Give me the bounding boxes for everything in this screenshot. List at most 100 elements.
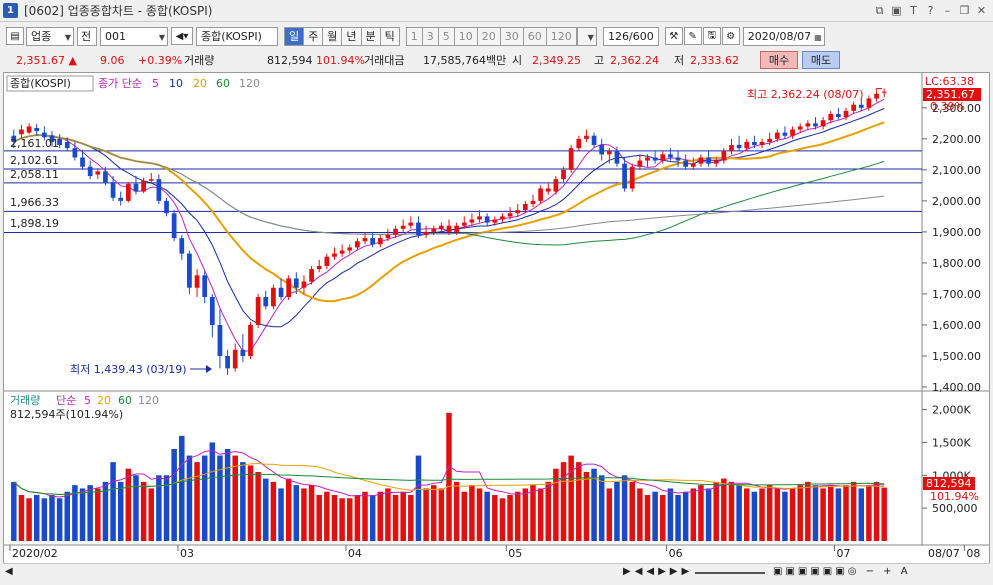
period-tab-0[interactable]: 일 (284, 26, 305, 46)
candle-body (164, 200, 169, 214)
candle-body (538, 188, 543, 201)
period-tab-5[interactable]: 틱 (380, 26, 400, 46)
date-input[interactable]: 2020/08/07 ▦ (742, 26, 825, 46)
play-controls-icon[interactable]: ▶◀◀▶▶▶ (623, 566, 694, 577)
period-tab-4[interactable]: 분 (361, 26, 381, 46)
x-tick-label: 05 (508, 547, 522, 560)
save-icon[interactable]: 🖫 (702, 27, 721, 45)
sell-button[interactable]: 매도 (802, 51, 840, 69)
volume-bar (49, 495, 55, 541)
candle-body (232, 349, 238, 369)
view-controls-icon[interactable]: ▣▣▣▣▣▣◎ − + A (773, 566, 911, 577)
vol-ma-legend-120: 120 (138, 394, 159, 407)
volume-bar (644, 495, 651, 541)
volume-bar (751, 491, 758, 541)
volume-legend: 거래량 (10, 394, 40, 407)
candle-body (729, 145, 734, 152)
volume-bar (247, 465, 254, 541)
tip-icon[interactable]: T (910, 4, 917, 17)
candle-body (385, 235, 391, 239)
chart-tools-icon[interactable]: ⚒ (664, 27, 683, 45)
volume-bar (385, 488, 391, 541)
speaker-icon[interactable]: ◀▾ (171, 27, 193, 45)
calendar-icon[interactable]: ▦ (814, 32, 822, 42)
gear-icon[interactable]: ⚙ (721, 27, 740, 45)
minute-option-3[interactable]: 3 (422, 26, 439, 46)
zoom-slider[interactable] (695, 572, 765, 574)
minute-option-30[interactable]: 30 (500, 26, 524, 46)
level-label-5: 1,898.19 (10, 217, 59, 230)
volume-bar (560, 462, 567, 541)
save-screen-icon[interactable]: ▣ (891, 4, 902, 17)
volume-value: 812,594 (267, 53, 313, 67)
volume-bar (667, 488, 674, 541)
quote-bar: 2,351.67 ▲ 9.06 +0.39% 거래량 812,594 101.9… (0, 50, 993, 70)
candle-body (41, 132, 47, 138)
candle-body (271, 287, 276, 307)
buy-button[interactable]: 매수 (760, 51, 798, 69)
x-tick-label: 03 (180, 547, 194, 560)
minute-option-1[interactable]: 1 (405, 26, 423, 46)
candle-body (828, 114, 834, 121)
candle-body (377, 238, 383, 245)
candle-body (454, 225, 460, 232)
y-tick-label: 1,700.00 (932, 288, 981, 301)
candle-body (187, 253, 192, 288)
volume-bar (240, 462, 246, 541)
volume-bar (278, 488, 284, 541)
chart-canvas[interactable]: 2,300.00 2,200.00 2,100.00 2,000.00 1,900.00… (4, 73, 989, 563)
minute-option-10[interactable]: 10 (454, 26, 478, 46)
candle-body (26, 126, 32, 133)
minute-option-5[interactable]: 5 (438, 26, 455, 46)
minute-option-20[interactable]: 20 (477, 26, 501, 46)
vol-tick-label: 1,500K (932, 436, 971, 449)
candle-body (874, 93, 879, 99)
volume-bar (26, 498, 32, 541)
minimize-icon[interactable]: – (944, 4, 951, 17)
candle-body (72, 148, 78, 158)
volume-bar (453, 481, 460, 541)
category-select[interactable]: 업종 ▼ (26, 26, 74, 46)
chart-area[interactable]: 2,300.00 2,200.00 2,100.00 2,000.00 1,900.00… (3, 72, 990, 567)
volume-bar (87, 485, 93, 541)
index-legend-box[interactable] (6, 75, 94, 92)
volume-bar (744, 488, 750, 541)
candle-body (95, 171, 101, 175)
minute-option-60[interactable]: 60 (523, 26, 547, 46)
drawing-tool-icon[interactable]: ✎ (683, 27, 702, 45)
chart-type-icon[interactable]: ▤ (6, 27, 24, 45)
scroll-left-icon[interactable]: ◀ (5, 566, 13, 577)
horizontal-scrollbar[interactable]: ◀ ▶◀◀▶▶▶ ▣▣▣▣▣▣◎ − + A (3, 563, 990, 581)
vol-tick-label: 500,000 (932, 502, 978, 515)
y-tick-label: 2,100.00 (932, 164, 981, 177)
volume-bar (163, 475, 170, 541)
link-icon[interactable]: ⧉ (875, 3, 884, 17)
candle-body (217, 324, 223, 356)
volume-bar (308, 485, 315, 541)
candle-body (599, 145, 605, 155)
period-tab-1[interactable]: 주 (304, 26, 324, 46)
volume-bar (392, 495, 399, 541)
close-icon[interactable]: ✕ (976, 4, 987, 17)
low-annotation: 최저 1,439.43 (03/19) (70, 363, 187, 376)
period-tab-3[interactable]: 년 (342, 26, 362, 46)
volume-ma-line-60 (13, 473, 885, 496)
minute-dropdown[interactable]: ▼ (576, 26, 597, 46)
volume-bar (324, 491, 330, 541)
period-tab-2[interactable]: 월 (323, 26, 343, 46)
candle-body (446, 225, 452, 232)
volume-bar (301, 488, 307, 541)
candle-body (851, 104, 857, 111)
data-count-field[interactable]: 126/600 (602, 26, 659, 46)
restore-icon[interactable]: ❐ (959, 4, 970, 17)
code-input[interactable]: 001 ▼ (100, 26, 168, 46)
volume-bar (339, 498, 345, 541)
help-icon[interactable]: ? (927, 4, 934, 17)
minute-option-120[interactable]: 120 (546, 26, 577, 46)
all-button[interactable]: 전 (77, 26, 97, 46)
volume-bar (583, 472, 590, 541)
volume-bar (827, 485, 834, 541)
candle-body (843, 110, 849, 118)
